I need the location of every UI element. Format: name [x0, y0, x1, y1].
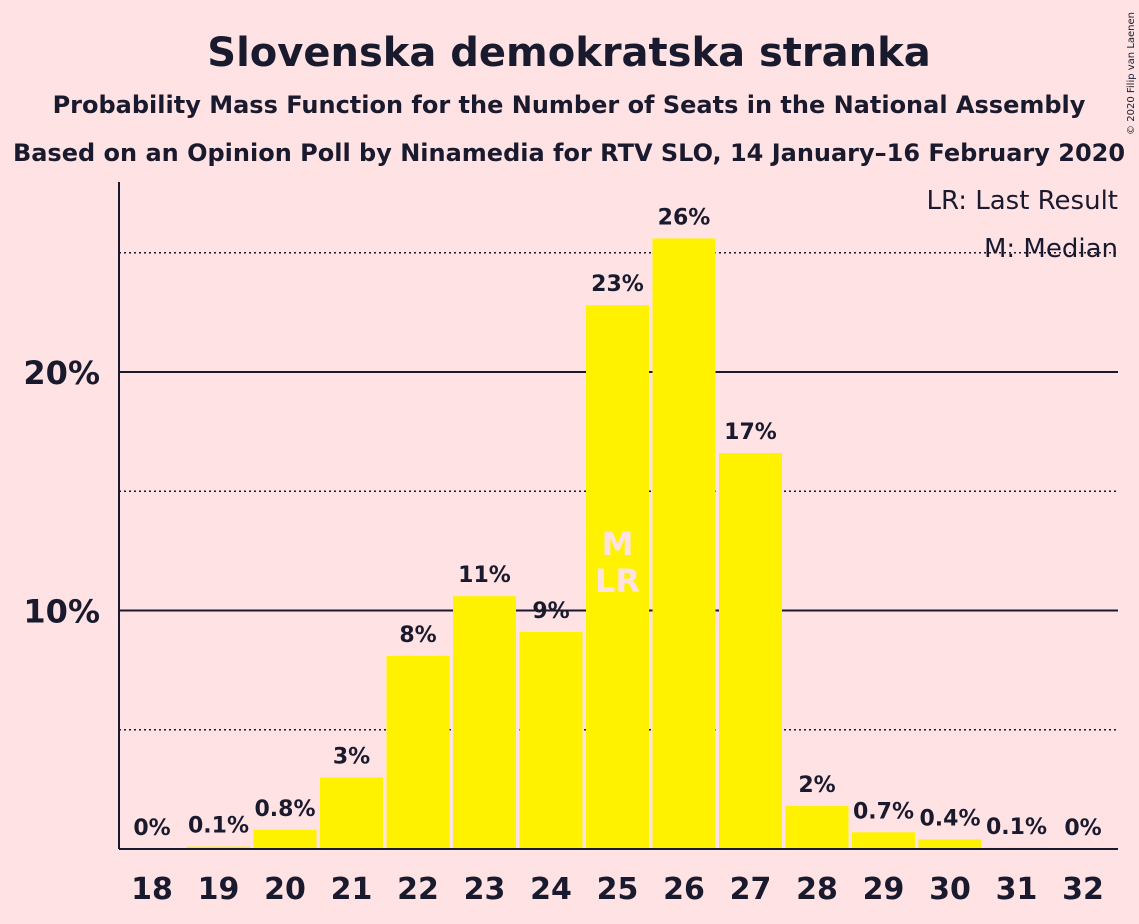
chart-subtitle-2: Based on an Opinion Poll by Ninamedia fo… — [13, 139, 1125, 167]
x-tick-30: 30 — [929, 872, 971, 907]
bar-seats-22 — [386, 655, 450, 849]
last-result-marker: LR — [595, 562, 640, 600]
y-tick-label: 20% — [23, 354, 100, 392]
chart-title: Slovenska demokratska stranka — [207, 30, 930, 76]
chart-subtitle: Probability Mass Function for the Number… — [53, 91, 1086, 119]
x-tick-31: 31 — [996, 872, 1038, 907]
data-label-21: 3% — [333, 744, 370, 769]
legend-median: M: Median — [984, 234, 1118, 264]
x-tick-23: 23 — [464, 872, 506, 907]
y-tick-labels: 10% 20% — [23, 354, 100, 631]
data-label-30: 0.4% — [919, 806, 980, 831]
data-label-32: 0% — [1064, 816, 1101, 841]
x-tick-29: 29 — [863, 872, 905, 907]
bar-seats-20 — [253, 829, 317, 849]
x-tick-19: 19 — [198, 872, 240, 907]
data-label-31: 0.1% — [986, 815, 1047, 840]
legend-last-result: LR: Last Result — [926, 186, 1118, 216]
x-tick-32: 32 — [1062, 872, 1104, 907]
data-label-28: 2% — [798, 773, 835, 798]
data-labels: 0% 0.1%0.8%3%8%11%9%23%26%17%2%0.7% 0.4% 0.… — [133, 205, 1101, 841]
median-marker: M — [602, 525, 634, 563]
bars — [187, 238, 1048, 850]
copyright-note: © 2020 Filip van Laenen — [1126, 12, 1137, 135]
bar-seats-19 — [187, 846, 250, 849]
x-tick-22: 22 — [397, 872, 439, 907]
bar-seats-24 — [519, 631, 583, 849]
bar-seats-21 — [320, 777, 383, 849]
data-label-27: 17% — [724, 420, 777, 445]
x-tick-26: 26 — [663, 872, 705, 907]
bar-seats-29 — [852, 832, 915, 849]
x-tick-25: 25 — [597, 872, 639, 907]
data-label-19: 0.1% — [188, 814, 249, 839]
x-tick-labels: 18 19 20 21 22 23 24 25 26 27 28 29 30 31 32 — [131, 872, 1104, 907]
x-tick-24: 24 — [530, 872, 572, 907]
bar-seats-30 — [918, 839, 982, 849]
bar-seats-25 — [586, 305, 649, 850]
data-label-23: 11% — [458, 563, 511, 588]
data-label-29: 0.7% — [853, 799, 914, 824]
x-tick-20: 20 — [264, 872, 306, 907]
bar-seats-28 — [785, 806, 849, 849]
x-tick-28: 28 — [796, 872, 838, 907]
data-label-20: 0.8% — [254, 797, 315, 822]
data-label-25: 23% — [591, 272, 644, 297]
y-tick-label: 10% — [23, 593, 100, 631]
x-tick-21: 21 — [331, 872, 373, 907]
data-label-22: 8% — [399, 623, 436, 648]
data-label-18: 0% — [133, 816, 170, 841]
bar-seats-26 — [652, 238, 716, 849]
x-tick-18: 18 — [131, 872, 173, 907]
x-tick-27: 27 — [730, 872, 772, 907]
data-label-24: 9% — [532, 599, 569, 624]
bar-seats-27 — [719, 453, 782, 849]
bar-seats-23 — [453, 596, 516, 849]
data-label-26: 26% — [658, 205, 711, 230]
